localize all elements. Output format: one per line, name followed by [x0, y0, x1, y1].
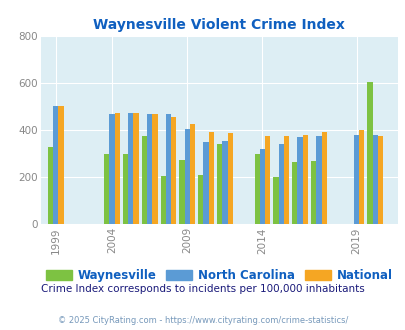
Bar [128, 113, 133, 224]
Bar [53, 106, 58, 224]
Bar [165, 114, 171, 224]
Bar [222, 141, 227, 224]
Bar [104, 154, 109, 224]
Bar [273, 178, 278, 224]
Bar [372, 135, 377, 224]
Bar [58, 106, 64, 224]
Bar [152, 114, 157, 224]
Bar [133, 113, 139, 224]
Bar [310, 161, 315, 224]
Bar [198, 175, 203, 224]
Bar [114, 113, 119, 224]
Bar [160, 176, 165, 224]
Bar [48, 147, 53, 224]
Bar [315, 136, 321, 224]
Bar [264, 136, 270, 224]
Bar [358, 130, 364, 224]
Bar [123, 154, 128, 224]
Bar [367, 82, 372, 224]
Bar [321, 132, 326, 224]
Bar [216, 145, 222, 224]
Bar [254, 154, 259, 224]
Bar [297, 137, 302, 224]
Bar [141, 136, 147, 224]
Bar [179, 160, 184, 224]
Bar [109, 114, 114, 224]
Bar [278, 145, 283, 224]
Bar [259, 149, 264, 224]
Legend: Waynesville, North Carolina, National: Waynesville, North Carolina, National [41, 264, 396, 287]
Bar [190, 124, 195, 224]
Bar [283, 136, 288, 224]
Bar [171, 117, 176, 224]
Bar [377, 136, 382, 224]
Bar [203, 142, 208, 224]
Bar [292, 162, 297, 224]
Text: © 2025 CityRating.com - https://www.cityrating.com/crime-statistics/: © 2025 CityRating.com - https://www.city… [58, 316, 347, 325]
Bar [208, 132, 213, 224]
Bar [227, 133, 232, 224]
Text: Crime Index corresponds to incidents per 100,000 inhabitants: Crime Index corresponds to incidents per… [41, 284, 364, 294]
Bar [302, 135, 307, 224]
Title: Waynesville Violent Crime Index: Waynesville Violent Crime Index [93, 18, 344, 32]
Bar [147, 114, 152, 224]
Bar [184, 129, 190, 224]
Bar [353, 135, 358, 224]
